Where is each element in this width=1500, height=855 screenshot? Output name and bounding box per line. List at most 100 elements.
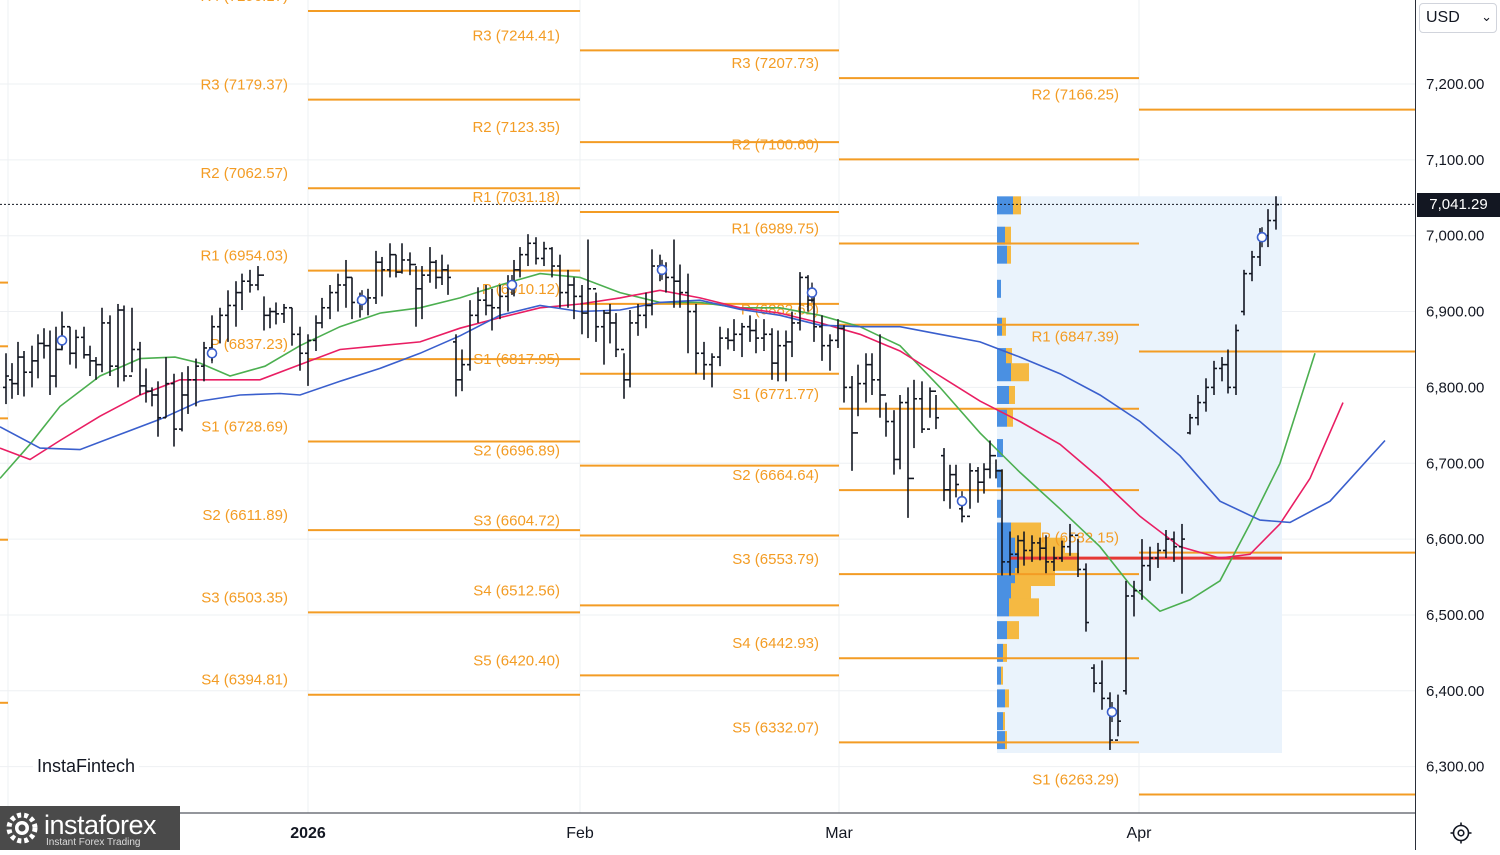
pivot-label: S2 (6611.89) [202, 507, 288, 524]
currency-value: USD [1426, 9, 1460, 26]
pivot-label: S1 (6771.77) [732, 386, 819, 403]
volume-row-buy [997, 598, 1009, 617]
y-tick-label: 6,300.00 [1426, 759, 1484, 776]
y-tick-label: 6,800.00 [1426, 379, 1484, 396]
volume-row-sell [1007, 621, 1019, 640]
volume-row-sell [1005, 731, 1007, 750]
pivot-label: R2 (7123.35) [472, 119, 560, 136]
instafintech-watermark: InstaFintech [33, 754, 140, 779]
y-tick-label: 6,500.00 [1426, 607, 1484, 624]
pivot-label: S1 (6817.95) [473, 351, 560, 368]
pivot-label: S1 (6263.29) [1032, 771, 1119, 788]
time-axis[interactable]: 2026 Feb Mar Apr [290, 825, 1152, 842]
volume-row-sell [1006, 348, 1012, 367]
event-marker [356, 294, 368, 306]
pivot-label: S5 (6332.07) [732, 719, 819, 736]
event-marker [806, 287, 818, 298]
pivot-label: R2 (7100.60) [731, 136, 819, 153]
pivot-label: R4 (7296.17) [200, 0, 288, 5]
event-marker [56, 335, 68, 346]
volume-row-sell [1009, 598, 1039, 617]
pivot-label: S3 (6604.72) [473, 513, 560, 530]
event-marker [206, 347, 218, 359]
pivot-label: R1 (6847.39) [1031, 328, 1119, 345]
volume-row-buy [997, 363, 1011, 382]
volume-row-buy [997, 666, 1001, 685]
y-tick-label: 6,400.00 [1426, 683, 1484, 700]
volume-row-buy [997, 469, 1001, 488]
volume-row-sell [1009, 385, 1015, 404]
price-bars [3, 196, 1279, 750]
x-tick-label: Feb [566, 825, 594, 842]
volume-row-buy [997, 621, 1007, 640]
pivot-label: S2 (6664.64) [732, 467, 819, 484]
x-tick-label: 2026 [290, 825, 326, 842]
last-price-label: 7,041.29 [1417, 193, 1500, 217]
volume-row-buy [997, 385, 1009, 404]
volume-profile [997, 196, 1282, 753]
event-marker [656, 264, 668, 276]
volume-profile-area [997, 196, 1282, 753]
pivot-label: S5 (6420.40) [473, 652, 560, 669]
y-tick-label: 7,000.00 [1426, 228, 1484, 245]
volume-row-sell [1007, 408, 1013, 427]
volume-row-sell [1015, 568, 1055, 587]
pivot-label: R2 (7062.57) [200, 165, 288, 182]
volume-row-sell [1011, 583, 1031, 602]
volume-row-buy [997, 317, 1002, 336]
event-marker [1256, 231, 1268, 243]
chevron-down-icon: ⌄ [1481, 9, 1492, 24]
pivot-label: S4 (6442.93) [732, 635, 819, 652]
pivot-label: S4 (6394.81) [201, 672, 288, 689]
pivot-label: R3 (7207.73) [731, 55, 819, 72]
volume-row-buy [997, 522, 1011, 541]
event-marker [506, 279, 518, 291]
pivot-label: S3 (6503.35) [201, 589, 288, 606]
y-tick-label: 7,200.00 [1426, 76, 1484, 93]
volume-row-sell [1005, 226, 1011, 245]
volume-row-sell [1007, 245, 1011, 264]
event-marker [956, 495, 968, 507]
pivot-label: S3 (6553.79) [732, 551, 819, 568]
volume-row-buy [997, 583, 1011, 602]
volume-row-buy [997, 279, 1001, 298]
volume-row-sell [1001, 666, 1003, 685]
volume-row-buy [997, 643, 1003, 662]
pivot-label: R1 (6989.75) [731, 220, 819, 237]
pivot-label: R3 (7244.41) [472, 27, 560, 44]
pivot-label: P (6582.15) [1041, 530, 1119, 547]
price-axis[interactable]: 7,200.00 7,100.00 7,000.00 6,900.00 6,800.00… [1415, 0, 1500, 850]
volume-row-buy [997, 499, 1001, 518]
volume-row-buy [997, 348, 1006, 367]
volume-row-sell [1003, 712, 1005, 731]
volume-row-buy [997, 226, 1005, 245]
instaforex-logo: instaforex Instant Forex Trading [0, 806, 180, 850]
logo-tagline: Instant Forex Trading [46, 837, 141, 848]
pivot-label: R3 (7179.37) [200, 77, 288, 94]
pivot-label: P (6910.12) [482, 281, 560, 298]
y-tick-label: 6,900.00 [1426, 304, 1484, 321]
volume-row-sell [1011, 363, 1029, 382]
x-tick-label: Apr [1127, 825, 1153, 842]
logo-text: instaforex [44, 810, 157, 840]
pivot-label: R2 (7166.25) [1031, 87, 1119, 104]
gear-logo-icon [6, 812, 38, 844]
volume-row-buy [997, 712, 1003, 731]
y-tick-label: 7,100.00 [1426, 152, 1484, 169]
volume-row-buy [997, 196, 1013, 215]
volume-row-sell [1005, 689, 1009, 708]
y-tick-label: 6,700.00 [1426, 455, 1484, 472]
settings-icon[interactable] [1449, 821, 1473, 845]
pivot-levels: R4 (7296.17) R3 (7179.37) R2 (7062.57) R1 (… [0, 0, 1415, 796]
pivot-label: R1 (7031.18) [472, 189, 560, 206]
volume-row-buy [997, 245, 1007, 264]
volume-row-buy [997, 439, 1003, 458]
price-chart[interactable]: R4 (7296.17) R3 (7179.37) R2 (7062.57) R1 (… [0, 0, 1415, 850]
event-marker [1106, 706, 1118, 718]
volume-row-buy [997, 408, 1007, 427]
y-tick-label: 6,600.00 [1426, 531, 1484, 548]
currency-select[interactable]: USD ⌄ [1419, 3, 1497, 33]
pivot-label: S1 (6728.69) [201, 418, 288, 435]
volume-row-sell [1013, 196, 1021, 215]
pivot-label: S2 (6696.89) [473, 443, 560, 460]
